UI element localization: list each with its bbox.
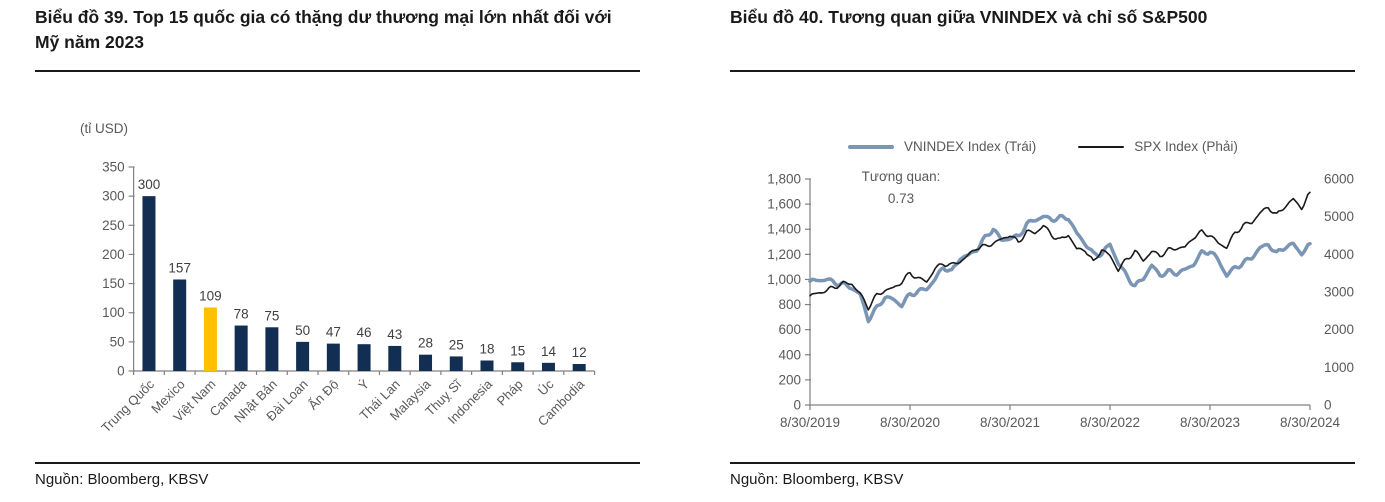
bar-10 <box>449 356 463 371</box>
bar-category-label: Pháp <box>494 377 526 409</box>
line-left-tick-label: 600 <box>778 322 801 337</box>
line-x-tick-label: 8/30/2020 <box>880 415 940 430</box>
line-left-tick-label: 1,200 <box>767 247 801 262</box>
bar-1 <box>173 279 187 371</box>
line-right-tick-label: 1000 <box>1324 360 1354 375</box>
left-bottom-separator <box>35 462 640 464</box>
bar-value-label: 14 <box>541 344 557 359</box>
line-x-tick-label: 8/30/2022 <box>1080 415 1140 430</box>
left-title-underline <box>35 70 640 72</box>
bar-value-label: 46 <box>357 325 372 340</box>
line-right-tick-label: 0 <box>1324 398 1332 413</box>
line-chart-legend: VNINDEX Index (Trái) SPX Index (Phải) <box>848 139 1238 154</box>
bar-category-label: Úc <box>535 376 557 398</box>
bar-value-label: 12 <box>572 345 587 360</box>
bar-11 <box>480 360 494 371</box>
bar-14 <box>572 364 586 371</box>
bar-value-label: 300 <box>138 177 161 192</box>
line-left-tick-label: 1,800 <box>767 172 801 187</box>
line-left-tick-label: 1,400 <box>767 222 801 237</box>
bar-unit-label: (tỉ USD) <box>80 121 128 136</box>
bar-value-label: 50 <box>295 323 310 338</box>
bar-y-tick-label: 350 <box>102 160 125 175</box>
line-x-tick-label: 8/30/2024 <box>1280 415 1341 430</box>
bar-3 <box>234 325 248 371</box>
bar-y-tick-label: 300 <box>102 189 125 204</box>
bar-value-label: 78 <box>234 307 249 322</box>
correlation-value: 0.73 <box>887 190 915 206</box>
bar-value-label: 18 <box>479 342 494 357</box>
right-chart-title: Biểu đồ 40. Tương quan giữa VNINDEX và c… <box>730 7 1208 27</box>
line-left-tick-label: 0 <box>793 398 801 413</box>
bar-8 <box>388 345 402 371</box>
bar-0 <box>142 196 156 371</box>
right-bottom-separator <box>730 462 1355 464</box>
line-x-tick-label: 8/30/2021 <box>980 415 1040 430</box>
bar-y-tick-label: 250 <box>102 218 125 233</box>
left-source: Nguồn: Bloomberg, KBSV <box>35 471 209 488</box>
bar-y-tick-label: 50 <box>110 334 125 349</box>
bar-y-tick-label: 200 <box>102 247 125 262</box>
bar-value-label: 109 <box>199 288 222 303</box>
bar-value-label: 25 <box>449 337 464 352</box>
spx-series-line <box>809 191 1311 311</box>
vnindex-legend-label: VNINDEX Index (Trái) <box>904 139 1037 154</box>
line-chart-svg: 0 200 400 600 800 1,000 1,200 1,400 1,600 1,800 0 1… <box>767 172 1354 431</box>
bar-9 <box>419 354 433 371</box>
line-x-tick-label: 8/30/2023 <box>1180 415 1240 430</box>
spx-legend-label: SPX Index (Phải) <box>1134 139 1238 154</box>
line-left-tick-label: 400 <box>778 347 801 362</box>
right-source: Nguồn: Bloomberg, KBSV <box>730 471 904 488</box>
bar-7 <box>357 344 371 371</box>
bar-y-tick-label: 0 <box>117 364 125 379</box>
bar-y-tick-label: 150 <box>102 276 125 291</box>
bar-value-label: 47 <box>326 325 341 340</box>
line-right-tick-label: 5000 <box>1324 209 1354 224</box>
bar-value-label: 28 <box>418 336 433 351</box>
right-title-underline <box>730 70 1355 72</box>
correlation-label: Tương quan: <box>861 169 941 184</box>
bar-6 <box>326 343 340 371</box>
line-left-tick-label: 1,000 <box>767 272 801 287</box>
bar-value-label: 43 <box>387 327 402 342</box>
vnindex-line-swatch <box>848 144 894 149</box>
line-right-tick-label: 4000 <box>1324 247 1354 262</box>
line-left-tick-label: 200 <box>778 372 801 387</box>
bar-value-label: 157 <box>168 260 191 275</box>
line-right-tick-label: 6000 <box>1324 172 1354 187</box>
bar-4 <box>265 327 279 371</box>
left-chart-title: Biểu đồ 39. Top 15 quốc gia có thặng dư … <box>35 7 612 53</box>
bar-category-label: Ấn Độ <box>305 377 341 413</box>
bar-y-tick-label: 100 <box>102 305 125 320</box>
bar-12 <box>511 362 525 371</box>
correlation-annotation: Tương quan: 0.73 <box>843 166 959 209</box>
spx-line-swatch <box>1078 145 1125 148</box>
bar-value-label: 15 <box>510 343 525 358</box>
line-right-tick-label: 2000 <box>1324 322 1354 337</box>
line-left-tick-label: 1,600 <box>767 197 801 212</box>
vnindex-series-line <box>808 213 1312 324</box>
bar-2 <box>203 307 217 371</box>
bar-category-label: Ý <box>355 376 372 393</box>
line-left-tick-label: 800 <box>778 297 801 312</box>
line-right-tick-label: 3000 <box>1324 285 1354 300</box>
bar-13 <box>541 362 555 371</box>
bar-5 <box>296 341 310 371</box>
line-x-tick-label: 8/30/2019 <box>780 415 840 430</box>
bar-value-label: 75 <box>264 308 279 323</box>
